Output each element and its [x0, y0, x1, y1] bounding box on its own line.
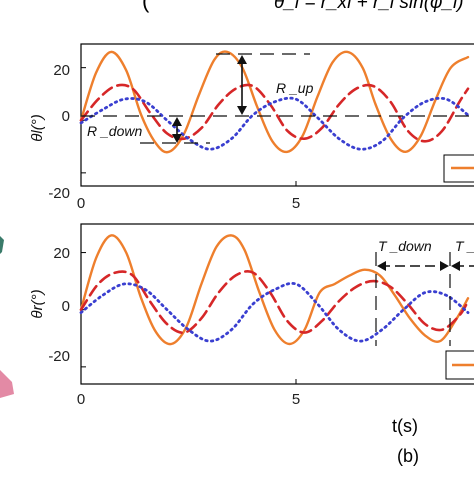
t-up-arrowhead [451, 261, 460, 271]
top-ylabel: θl(°) [29, 114, 46, 141]
bottom-panel: 20 0 -20 0 5 θr(°) T _down T _ [29, 223, 474, 408]
top-xtick-0: 0 [77, 195, 85, 212]
bottom-series-orange-solid [79, 234, 470, 346]
bottom-xtick-0: 0 [77, 391, 85, 408]
top-panel: 20 0 -20 0 5 θl(°) R _up R _down [29, 43, 474, 212]
top-xtick-5: 5 [292, 195, 300, 212]
top-ytick-0: 0 [62, 108, 70, 125]
header-formula: θ_l = r_xl + r_l sin(φ_l) [274, 0, 464, 13]
top-ytick-20: 20 [53, 62, 70, 79]
r-up-label: R _up [276, 80, 314, 96]
t-down-arrowheads [377, 261, 449, 271]
panel-label: (b) [397, 446, 419, 466]
r-down-arrowheads [172, 117, 182, 143]
bottom-ytick-neg20: -20 [48, 348, 70, 365]
header-paren: ( [142, 0, 150, 13]
left-fragment-shape [0, 236, 4, 254]
top-series-red-dashed [79, 83, 470, 143]
r-down-label: R _down [87, 123, 142, 139]
bottom-ytick-20: 20 [53, 245, 70, 262]
t-down-label: T _down [378, 238, 432, 254]
bottom-series-group [79, 234, 470, 346]
bottom-xtick-5: 5 [292, 391, 300, 408]
bottom-series-blue-dotted [79, 282, 470, 343]
top-series-orange-solid [79, 50, 470, 154]
bottom-ytick-0: 0 [62, 298, 70, 315]
bottom-series-red-dashed [79, 270, 470, 335]
top-series-blue-dotted [79, 96, 470, 151]
top-ytick-neg20: -20 [48, 185, 70, 202]
x-axis-label: t(s) [392, 416, 418, 436]
t-up-label-fragment: T _ [455, 238, 474, 254]
left-pink-shape [0, 370, 14, 398]
bottom-ylabel: θr(°) [29, 289, 46, 318]
top-series-group [79, 50, 470, 154]
